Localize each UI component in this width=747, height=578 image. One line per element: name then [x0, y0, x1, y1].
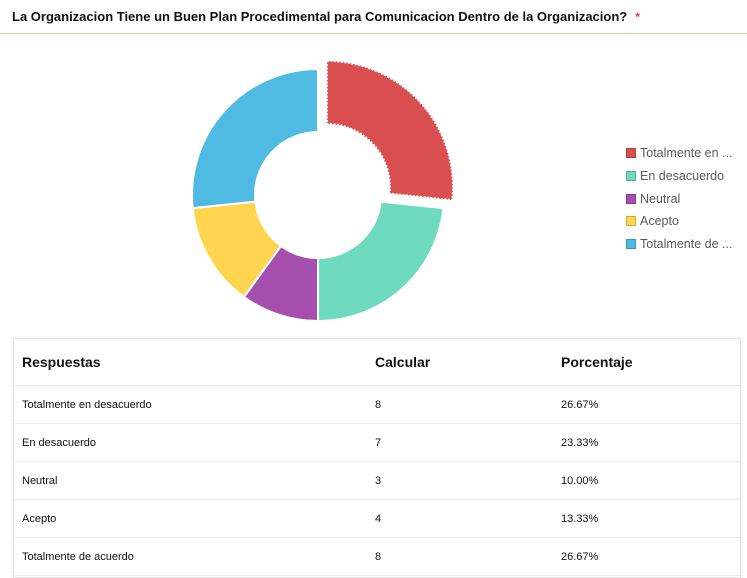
donut-slice-4[interactable] — [191, 67, 319, 210]
cell-respuesta: Acepto — [14, 499, 375, 538]
cell-respuesta: Neutral — [14, 461, 375, 500]
table-row: Acepto 4 13.33% — [14, 499, 740, 538]
header-respuestas: Respuestas — [14, 339, 375, 386]
legend-swatch — [626, 216, 636, 227]
donut-chart — [191, 59, 454, 323]
table-row: Neutral 3 10.00% — [14, 461, 740, 500]
cell-calcular: 3 — [375, 461, 561, 500]
legend-swatch — [626, 193, 636, 204]
cell-porcentaje: 26.67% — [561, 537, 740, 576]
chart-legend: Totalmente en ... En desacuerdo Neutral Ace… — [626, 142, 732, 255]
legend-label: Totalmente en ... — [640, 146, 733, 161]
legend-item[interactable]: Neutral — [626, 187, 732, 210]
cell-respuesta: Totalmente de acuerdo — [14, 537, 375, 576]
legend-label: Acepto — [640, 214, 679, 229]
donut-slice-0[interactable] — [325, 59, 454, 202]
table-row: En desacuerdo 7 23.33% — [14, 423, 740, 462]
cell-calcular: 7 — [375, 423, 561, 462]
cell-calcular: 8 — [375, 385, 561, 424]
cell-porcentaje: 10.00% — [561, 461, 740, 500]
legend-item[interactable]: Totalmente en ... — [626, 142, 732, 165]
legend-item[interactable]: Acepto — [626, 210, 732, 233]
required-mark: * — [635, 10, 640, 24]
question-title-text: La Organizacion Tiene un Buen Plan Proce… — [12, 9, 628, 24]
cell-calcular: 4 — [375, 499, 561, 538]
cell-porcentaje: 23.33% — [561, 423, 740, 462]
header-calcular: Calcular — [375, 339, 561, 386]
legend-label: Neutral — [640, 191, 681, 206]
header-porcentaje: Porcentaje — [561, 339, 740, 386]
table-row: Totalmente en desacuerdo 8 26.67% — [14, 385, 740, 424]
results-table: Respuestas Calcular Porcentaje Totalment… — [14, 339, 740, 576]
table-row: Totalmente de acuerdo 8 26.67% — [14, 537, 740, 576]
question-header: La Organizacion Tiene un Buen Plan Proce… — [0, 0, 747, 34]
legend-swatch — [626, 239, 636, 250]
cell-porcentaje: 13.33% — [561, 499, 740, 538]
legend-label: En desacuerdo — [640, 169, 725, 184]
cell-respuesta: En desacuerdo — [14, 423, 375, 462]
legend-item[interactable]: En desacuerdo — [626, 165, 732, 188]
legend-swatch — [626, 171, 636, 182]
legend-item[interactable]: Totalmente de ... — [626, 233, 732, 256]
cell-calcular: 8 — [375, 537, 561, 576]
table-header-row: Respuestas Calcular Porcentaje — [14, 339, 740, 386]
cell-porcentaje: 26.67% — [561, 385, 740, 424]
donut-slice-1[interactable] — [317, 200, 445, 323]
cell-respuesta: Totalmente en desacuerdo — [14, 385, 375, 424]
legend-swatch — [626, 148, 636, 159]
legend-label: Totalmente de ... — [640, 237, 733, 252]
question-title: La Organizacion Tiene un Buen Plan Proce… — [12, 9, 640, 24]
results-table-container: Respuestas Calcular Porcentaje Totalment… — [13, 338, 741, 578]
